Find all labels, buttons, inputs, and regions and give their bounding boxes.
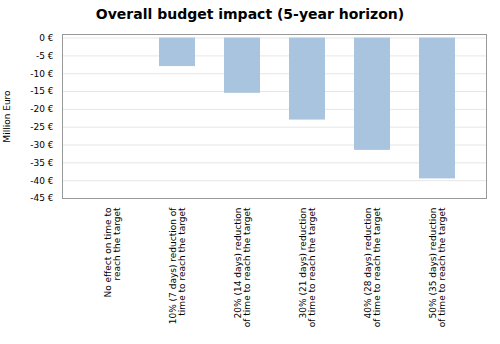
svg-text:-15 €: -15 € (30, 86, 54, 96)
svg-text:30% (21 days) reductionof time: 30% (21 days) reductionof time to reach … (298, 207, 317, 327)
svg-text:10% (7 days) reduction oftime: 10% (7 days) reduction oftime to reach t… (168, 207, 187, 325)
svg-text:-30 €: -30 € (30, 140, 54, 150)
svg-text:20% (14 days) reductionof time: 20% (14 days) reductionof time to reach … (233, 207, 252, 327)
svg-text:-5 €: -5 € (36, 51, 54, 61)
svg-text:-35 €: -35 € (30, 158, 54, 168)
html-text:Overall budget impact (5-year: Overall budget impact (5-year horizon) (95, 6, 405, 22)
svg-text:0 €: 0 € (39, 33, 54, 43)
svg-text:-45 €: -45 € (30, 193, 54, 203)
svg-text:40% (28 days) reductionof time: 40% (28 days) reductionof time to reach … (363, 207, 382, 327)
svg-text:-25 €: -25 € (30, 122, 54, 132)
svg-text:Million Euro: Million Euro (2, 90, 12, 143)
svg-text:No effect on time toreach the: No effect on time toreach the target (103, 207, 122, 298)
svg-text:50% (35 days) reductionof time: 50% (35 days) reductionof time to reach … (428, 207, 447, 327)
svg-text:-20 €: -20 € (30, 104, 54, 114)
svg-text:-10 €: -10 € (30, 69, 54, 79)
svg-text:-40 €: -40 € (30, 176, 54, 186)
